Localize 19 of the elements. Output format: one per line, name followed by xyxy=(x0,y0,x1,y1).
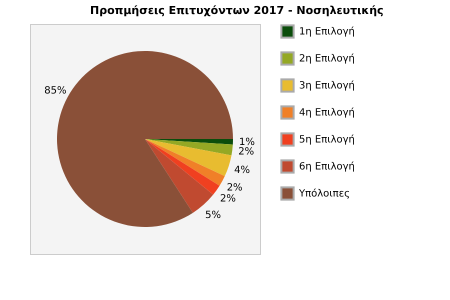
data-label: 85% xyxy=(44,85,66,96)
pie-slice xyxy=(145,139,232,176)
legend-label: 6η Επιλογή xyxy=(299,162,355,172)
pie-slice xyxy=(145,139,225,186)
pie-slice xyxy=(145,139,220,195)
data-label: 4% xyxy=(234,165,250,176)
legend-label: 1η Επιλογή xyxy=(299,26,355,38)
pie-slice xyxy=(145,139,233,156)
data-label: 2% xyxy=(238,146,254,158)
chart-title: Προπμήσεις Επιτυχόντων 2017 - Νοσηλευτικής xyxy=(90,4,384,17)
legend-label: Υπόλοιπες xyxy=(298,188,350,200)
data-label: 1% xyxy=(239,137,255,148)
data-label: 5% xyxy=(205,210,222,221)
legend-label: 2η Επιλογή xyxy=(299,54,355,64)
data-label: 2% xyxy=(226,182,243,194)
legend-label: 4η Επιλογή xyxy=(299,108,355,118)
legend-label: 3η Επιλογή xyxy=(299,80,355,92)
legend-label: 5η Επιλογή xyxy=(299,134,355,146)
data-label: 2% xyxy=(220,193,236,204)
